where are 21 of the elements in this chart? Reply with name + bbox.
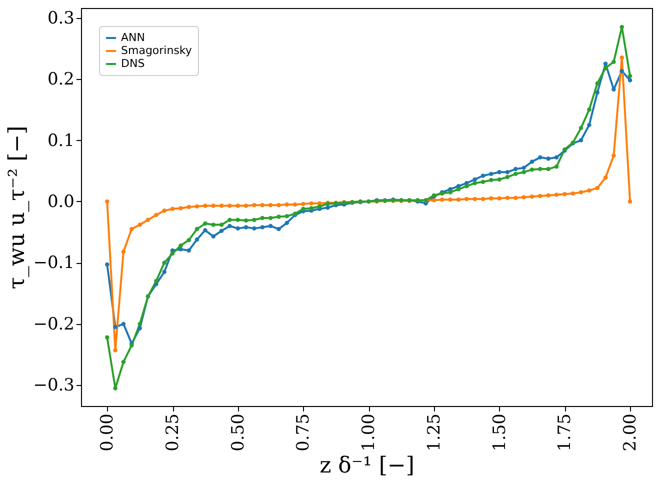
x-tick-label: 1.25 [424,414,444,452]
legend-label: ANN [121,31,145,44]
y-axis-title: τ_wu u_τ⁻² [−] [5,126,30,290]
x-tick-label: 2.00 [620,414,641,452]
y-tick-label: −0.3 [33,376,74,396]
y-tick-label: −0.1 [33,253,74,274]
x-tick-label: 1.00 [359,414,380,452]
y-tick-label: 0.1 [47,130,74,151]
y-tick-label: −0.2 [33,314,74,334]
legend-label: DNS [121,57,145,70]
x-tick-label: 1.50 [490,414,510,452]
y-tick-label: 0.3 [47,8,74,28]
y-tick-label: 0.2 [47,70,74,90]
x-tick-label: 0.25 [163,414,184,452]
x-tick-label: 0.00 [98,414,118,452]
y-tick-label: 0.0 [47,192,74,212]
x-tick-label: 1.75 [555,414,576,452]
x-axis-title: z δ⁻¹ [−] [320,453,414,478]
x-tick-label: 0.75 [294,414,314,452]
x-tick-label: 0.50 [228,414,248,452]
legend-label: Smagorinsky [121,44,192,57]
